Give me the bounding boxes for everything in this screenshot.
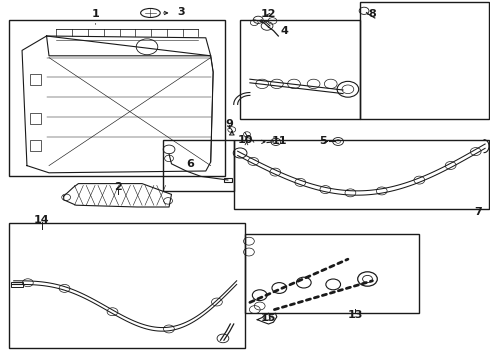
Text: 15: 15 xyxy=(261,313,276,323)
Bar xyxy=(30,140,41,151)
Bar xyxy=(11,282,23,287)
Bar xyxy=(9,223,245,348)
Text: 12: 12 xyxy=(261,9,276,19)
Bar xyxy=(30,113,41,124)
Bar xyxy=(245,234,419,313)
Bar xyxy=(9,20,225,176)
Text: 13: 13 xyxy=(347,310,363,320)
Bar xyxy=(163,140,234,191)
Text: 1: 1 xyxy=(92,9,99,19)
Text: 2: 2 xyxy=(114,182,122,192)
Bar xyxy=(30,74,41,85)
Bar xyxy=(224,178,232,182)
Bar xyxy=(240,20,360,119)
Text: 5: 5 xyxy=(319,136,327,147)
Bar xyxy=(360,2,489,119)
Text: 11: 11 xyxy=(271,136,287,147)
Text: 6: 6 xyxy=(186,159,194,169)
Text: 9: 9 xyxy=(225,119,233,129)
Text: 10: 10 xyxy=(237,135,253,145)
Text: 4: 4 xyxy=(280,26,288,36)
Text: 8: 8 xyxy=(368,9,376,19)
Text: 7: 7 xyxy=(474,207,482,217)
Text: 3: 3 xyxy=(177,7,185,17)
Bar xyxy=(234,140,489,209)
Text: 14: 14 xyxy=(34,215,49,225)
